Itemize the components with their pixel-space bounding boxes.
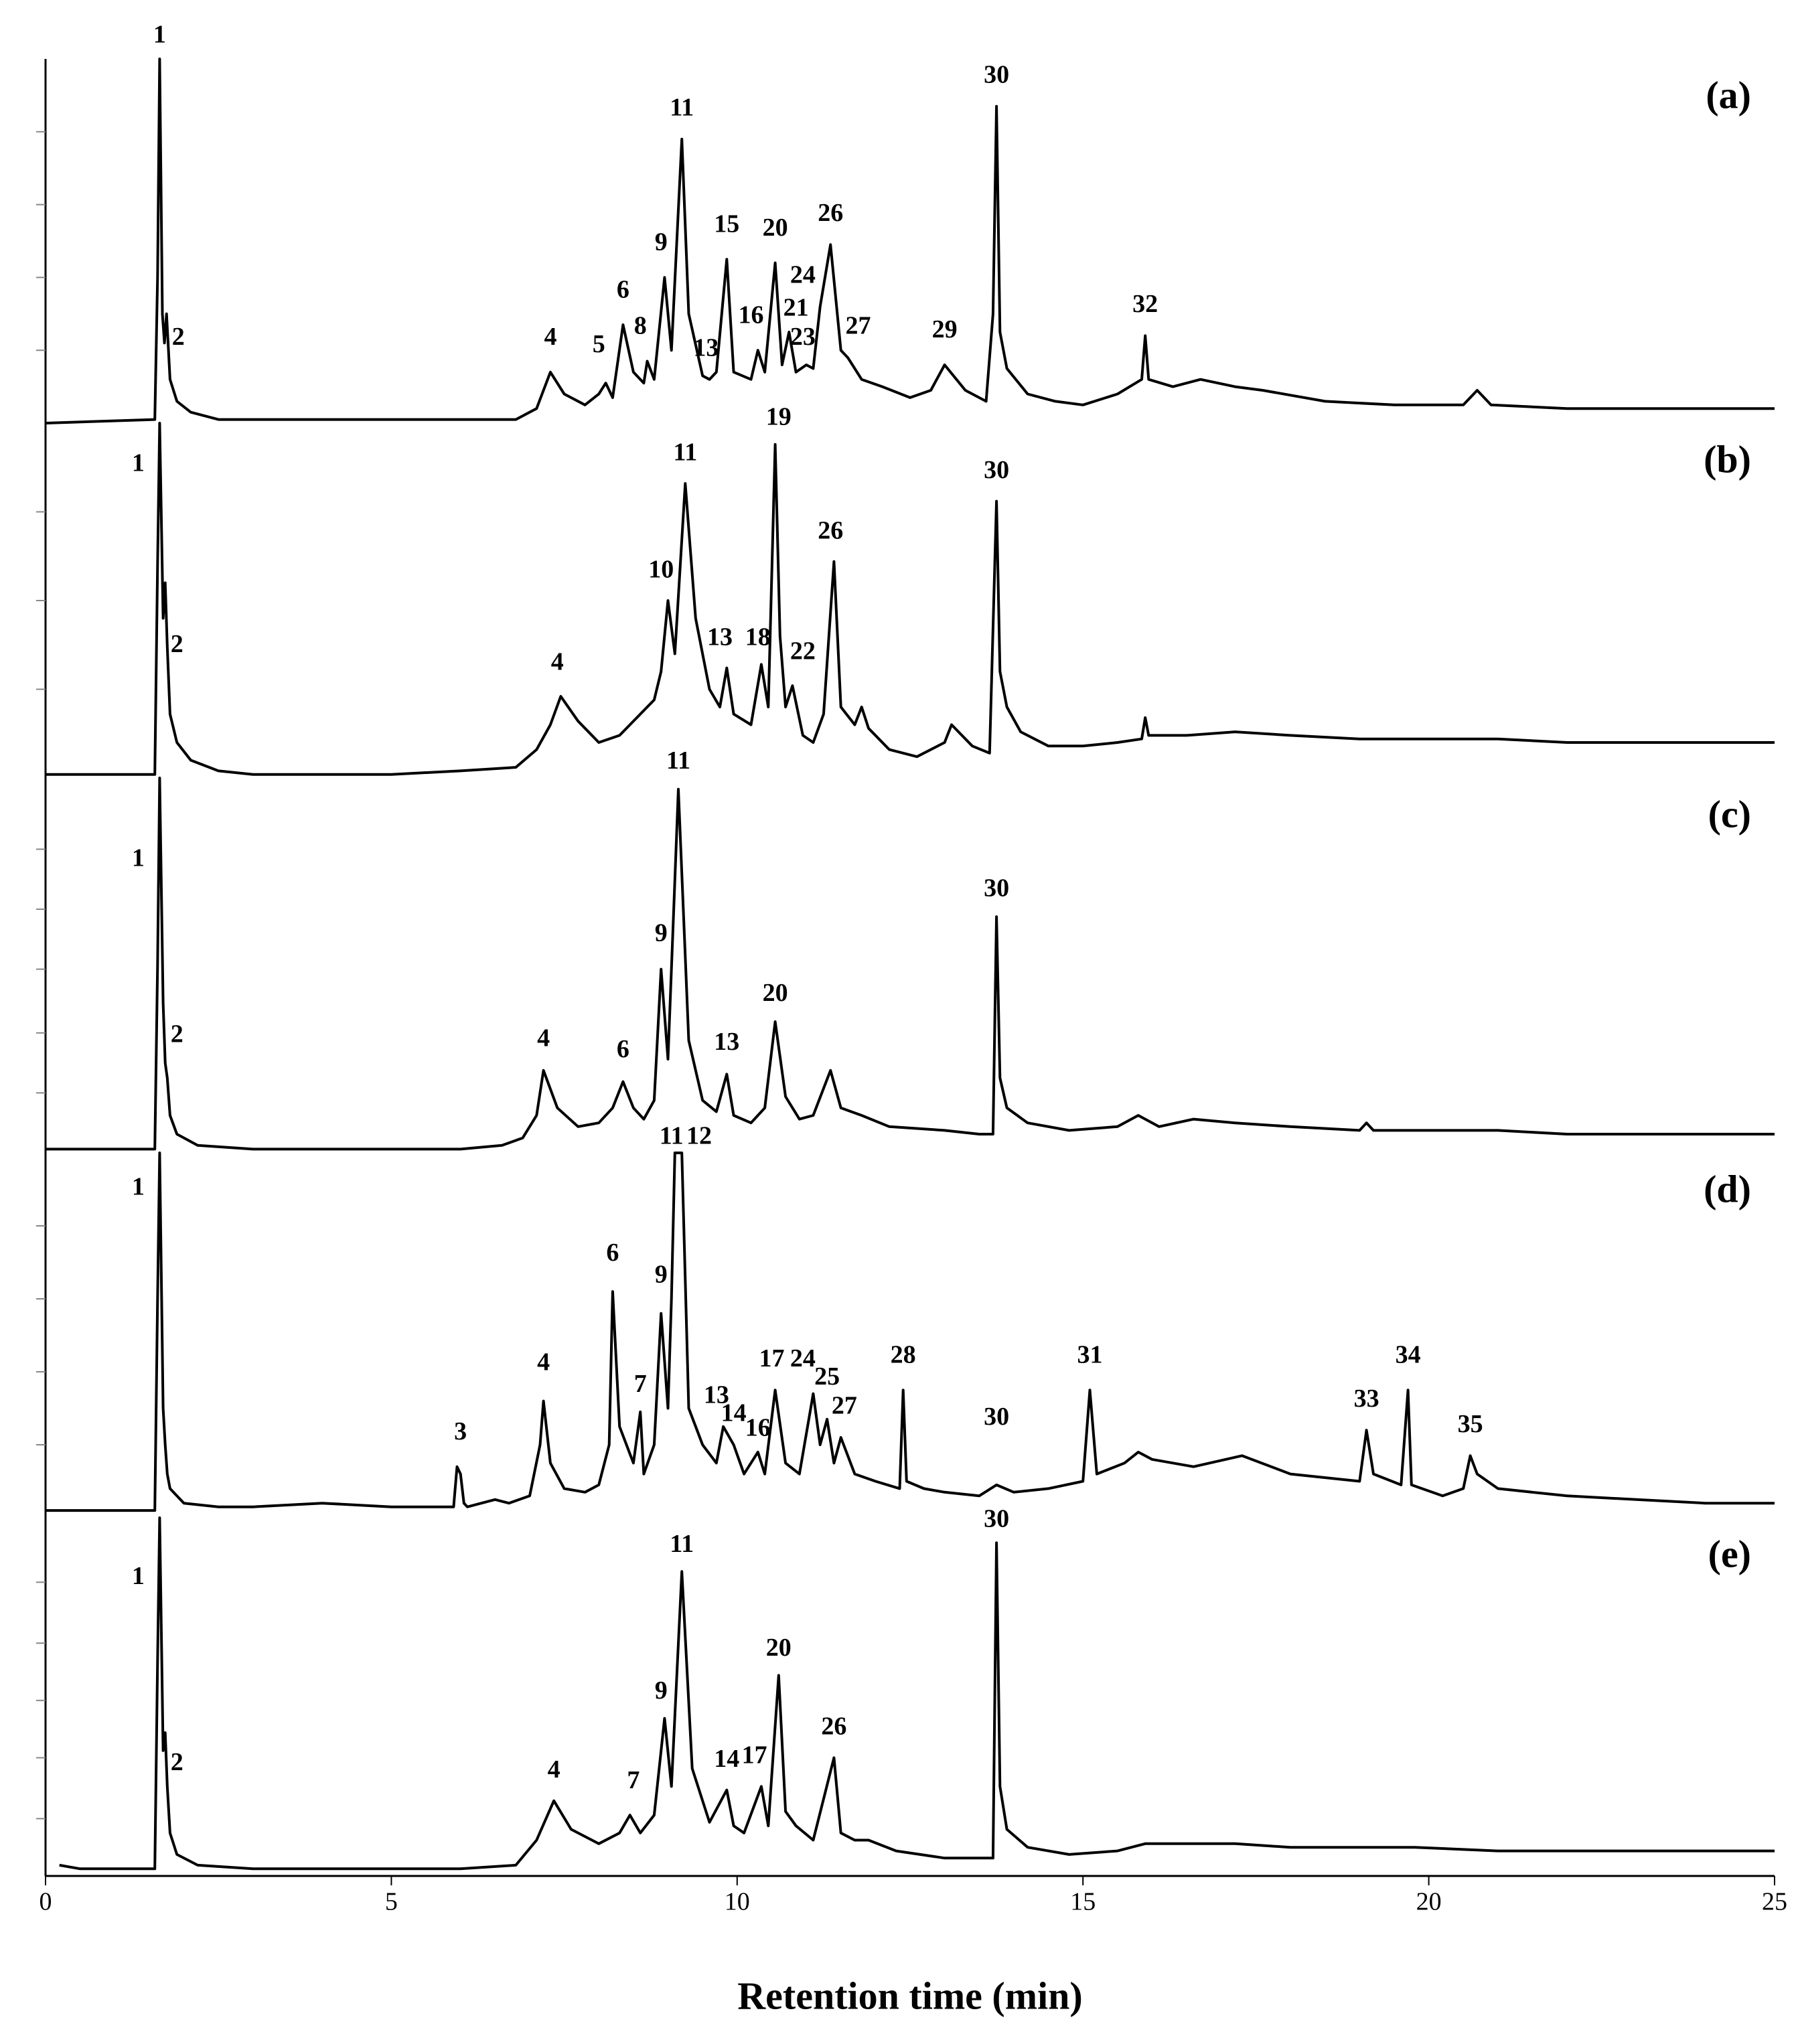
peak-label: 6 [617, 1035, 629, 1063]
peak-label: 1 [132, 1173, 145, 1201]
peak-label: 5 [593, 330, 605, 358]
peak-label: 18 [745, 623, 771, 651]
peak-label: 26 [818, 199, 843, 227]
peak-label: 8 [634, 312, 647, 340]
peak-label: 27 [832, 1392, 857, 1420]
peak-label: 23 [790, 323, 816, 351]
peak-label: 20 [766, 1634, 792, 1662]
peak-label: 30 [984, 874, 1009, 902]
peak-label: 11 [670, 93, 694, 121]
peak-label: 19 [766, 403, 792, 431]
peak-label: 11 [673, 439, 697, 467]
peak-label: 13 [704, 1381, 729, 1409]
peak-label: 32 [1132, 290, 1158, 318]
peak-label: 30 [984, 1504, 1009, 1532]
peak-label: 9 [655, 1260, 668, 1288]
peak-label: 24 [790, 261, 816, 289]
peak-label: 1 [132, 1562, 145, 1590]
peak-label: 7 [627, 1766, 640, 1794]
peak-label: 17 [742, 1741, 767, 1770]
x-tick-label: 0 [40, 1888, 52, 1916]
peak-label: 11 [660, 1121, 684, 1150]
peak-label: 28 [891, 1340, 916, 1368]
peak-label: 30 [984, 60, 1009, 88]
peak-label: 26 [818, 516, 843, 544]
peak-label: 2 [171, 1748, 183, 1776]
peak-label: 31 [1077, 1340, 1103, 1368]
peak-label: 1 [132, 844, 145, 872]
peak-label: 20 [763, 979, 788, 1007]
peak-label: 13 [707, 623, 733, 651]
x-tick-label: 15 [1070, 1888, 1096, 1916]
peak-label: 6 [617, 275, 629, 303]
peak-label: 4 [544, 323, 556, 351]
peak-label: 9 [655, 919, 668, 947]
peak-label: 25 [814, 1362, 840, 1391]
x-tick-label: 5 [385, 1888, 398, 1916]
peak-label: 14 [714, 1745, 739, 1773]
peak-label: 1 [132, 449, 145, 477]
chromatogram-trace [46, 777, 1775, 1151]
x-tick-label: 25 [1762, 1888, 1787, 1916]
peak-label: 30 [984, 456, 1009, 484]
peak-label: 7 [634, 1370, 647, 1398]
peak-label: 17 [759, 1344, 784, 1372]
panel-label: (c) [1708, 792, 1751, 836]
peak-label: 27 [846, 312, 871, 340]
peak-label: 4 [548, 1755, 560, 1784]
peak-label: 21 [783, 294, 809, 322]
peak-label: 6 [606, 1239, 619, 1267]
peak-label: 10 [648, 556, 674, 584]
peak-label: 26 [821, 1713, 846, 1741]
peak-label: 35 [1458, 1410, 1483, 1438]
peak-label: 4 [537, 1024, 550, 1052]
peak-label: 34 [1396, 1340, 1421, 1368]
panel-label: (d) [1704, 1167, 1751, 1210]
chromatogram-trace [46, 422, 1775, 776]
peak-label: 4 [537, 1348, 550, 1376]
peak-label: 24 [790, 1344, 816, 1372]
panel-label: (b) [1704, 437, 1751, 481]
peak-label: 20 [763, 214, 788, 242]
peak-label: 2 [172, 323, 185, 351]
chromatogram-trace [45, 58, 1775, 424]
panel-label: (a) [1706, 73, 1751, 116]
peak-label: 3 [454, 1417, 467, 1445]
peak-label: 13 [693, 333, 719, 362]
peak-label: 15 [714, 210, 739, 238]
peak-label: 16 [738, 301, 763, 329]
peak-label: 12 [686, 1121, 712, 1150]
peak-label: 29 [932, 315, 958, 343]
chromatogram-trace [46, 1152, 1775, 1512]
peak-label: 4 [551, 647, 564, 676]
peak-label: 11 [670, 1530, 694, 1558]
peak-label: 2 [171, 630, 183, 658]
panel-label: (e) [1708, 1532, 1751, 1575]
peak-label: 16 [745, 1413, 771, 1441]
peak-label: 22 [790, 637, 816, 665]
x-tick-label: 20 [1416, 1888, 1442, 1916]
peak-label: 13 [714, 1028, 739, 1056]
chromatogram-trace [59, 1516, 1775, 1871]
peak-label: 14 [721, 1399, 747, 1427]
x-tick-label: 10 [725, 1888, 750, 1916]
peak-label: 9 [655, 228, 668, 256]
peak-label: 33 [1354, 1385, 1379, 1413]
peak-label: 2 [171, 1020, 183, 1048]
x-axis-title: Retention time (min) [737, 1974, 1082, 2017]
peak-label: 11 [666, 746, 690, 775]
peak-label: 9 [655, 1676, 668, 1705]
peak-label: 1 [153, 21, 166, 49]
peak-label: 30 [984, 1403, 1009, 1431]
